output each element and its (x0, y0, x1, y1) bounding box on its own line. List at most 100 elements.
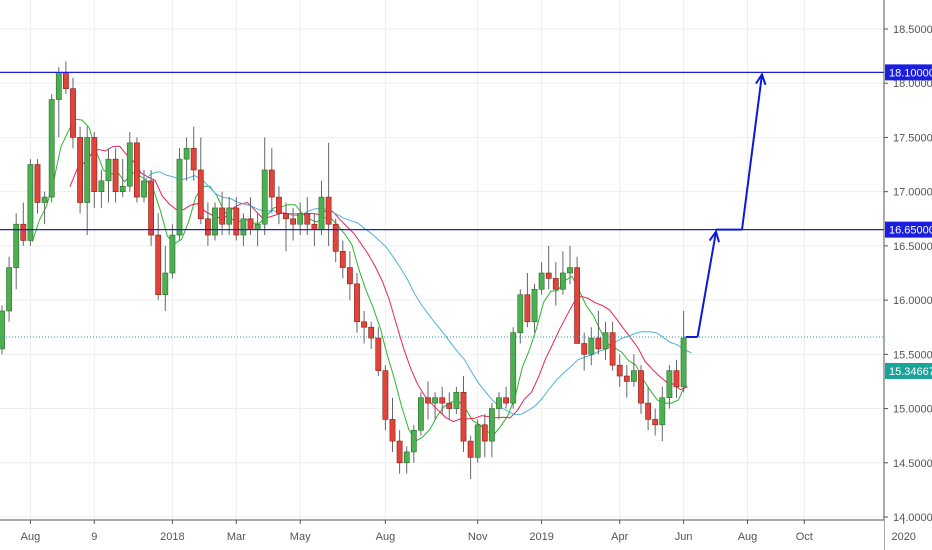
candle (403, 446, 410, 474)
candle (524, 273, 531, 328)
price-tick-label: 16.50000 (893, 241, 932, 253)
time-tick-label: Apr (611, 531, 628, 543)
time-tick-label: Nov (468, 531, 488, 543)
candle (13, 213, 20, 290)
price-tick-label: 18.50000 (893, 24, 932, 36)
candle-up (474, 424, 481, 458)
candle (595, 310, 602, 355)
candle (84, 126, 91, 236)
candle-up (27, 164, 34, 241)
candle (503, 386, 509, 409)
price-tick-label: 15.00000 (893, 404, 932, 416)
candle-up (567, 267, 573, 274)
candle (105, 148, 112, 203)
candle (410, 424, 417, 463)
time-tick-label: 9 (91, 531, 97, 543)
candle-up (510, 332, 517, 404)
time-tick-label: Aug (738, 531, 758, 543)
candle-down (325, 196, 332, 225)
candle (112, 148, 119, 203)
time-tick-label: May (290, 531, 311, 543)
price-tick-label: 15.50000 (893, 349, 932, 361)
time-tick-label: Oct (796, 531, 813, 543)
plot-area (0, 0, 884, 520)
candle-down (616, 364, 623, 377)
candle (453, 386, 460, 414)
candle-down (595, 337, 602, 350)
candle (354, 273, 360, 333)
candle (623, 365, 630, 398)
candle-down (91, 137, 98, 192)
level-label-bg (885, 221, 932, 238)
candle-up (176, 158, 183, 236)
candle-down (354, 283, 360, 323)
candle-down (673, 370, 680, 388)
current-price-label-bg (885, 362, 932, 379)
candle (659, 386, 666, 442)
candle-down (368, 326, 375, 339)
candle (339, 240, 346, 279)
candle-up (517, 294, 524, 333)
candle-down (425, 397, 431, 404)
candle-up (417, 397, 424, 431)
time-tick-label: Mar (227, 531, 246, 543)
candle-up (41, 196, 48, 203)
price-axis[interactable]: 18.50000 18.00000 17.50000 17.00000 16.50000… (883, 0, 932, 550)
candle-up (410, 429, 417, 453)
candle-down (524, 294, 531, 323)
candle-down (233, 207, 240, 236)
candle-up (403, 451, 410, 464)
candle (425, 381, 431, 420)
candle-down (332, 223, 339, 252)
candle-up (84, 137, 91, 203)
candle-down (311, 223, 318, 230)
candle-down (275, 196, 282, 214)
candle-down (574, 267, 580, 344)
ma-mid-line (69, 145, 688, 423)
candle-up (226, 207, 233, 225)
candles (0, 61, 687, 480)
candle (581, 332, 588, 371)
candle-down (645, 402, 651, 420)
candle-up (538, 272, 545, 290)
arrow-to-18-10 (741, 74, 763, 230)
candle (538, 262, 545, 295)
candle-up (588, 337, 595, 355)
candle-up (496, 397, 502, 409)
time-axis[interactable]: Aug 9 2018 Mar May Aug Nov 2019 Apr Jun Aug Oct 2020 (0, 519, 916, 550)
candle (375, 327, 382, 377)
candle-down (290, 218, 296, 225)
candle (446, 392, 453, 420)
candle (325, 142, 332, 246)
candle (439, 386, 446, 414)
candle-down (552, 278, 559, 290)
candle (467, 435, 474, 480)
candle-down (460, 391, 467, 442)
candle-up (55, 72, 62, 100)
candle (290, 207, 296, 241)
candle (183, 137, 190, 181)
candle-down (623, 375, 630, 382)
candle-up (13, 223, 20, 268)
candle (233, 197, 240, 241)
projection-arrows (685, 72, 767, 338)
price-tick-label: 14.00000 (893, 512, 932, 524)
candle (638, 365, 644, 414)
candle (609, 321, 616, 371)
candle-up (162, 272, 169, 295)
candle-down (283, 213, 289, 220)
candle-down (20, 223, 27, 241)
candle-down (339, 251, 346, 268)
arrow-to-16-65 (696, 231, 717, 338)
candle (361, 310, 367, 344)
candle (261, 137, 268, 236)
candle (559, 251, 566, 295)
candle (70, 77, 76, 149)
candle (396, 430, 403, 474)
candle-down (638, 370, 644, 404)
time-tick-label: 2020 (891, 531, 915, 543)
candle-down (112, 158, 119, 192)
candle (98, 169, 105, 208)
candle-up (318, 196, 325, 230)
